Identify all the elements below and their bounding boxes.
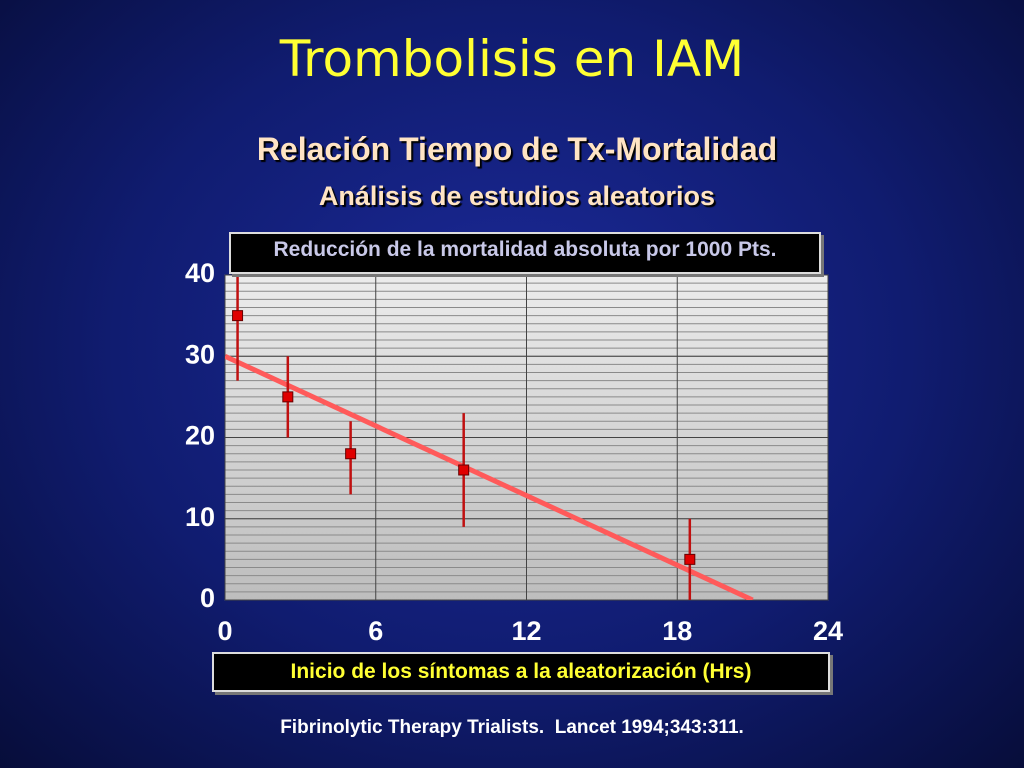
y-axis-label: Reducción de la mortalidad absoluta por … (229, 232, 821, 274)
subtitle: Relación Tiempo de Tx-Mortalidad (257, 131, 777, 167)
source: Fibrinolytic Therapy Trialists. Lancet 1… (280, 717, 744, 738)
point (458, 464, 470, 476)
x-tick-label: 0 (217, 616, 232, 646)
x-tick-label: 6 (368, 616, 383, 646)
y-tick-label: 40 (185, 258, 215, 288)
x-tick-label: 18 (662, 616, 692, 646)
y-tick-label: 0 (200, 583, 215, 613)
y-tick-label: 20 (185, 421, 215, 451)
x-tick-label: 12 (511, 616, 541, 646)
point (282, 391, 294, 403)
point (232, 310, 244, 322)
y-tick-label: 30 (185, 339, 215, 369)
title: Trombolisis en IAM (279, 30, 744, 88)
y-tick-label: 10 (185, 502, 215, 532)
x-tick-label: 24 (813, 616, 843, 646)
trend-line (225, 353, 754, 600)
subtitle: Análisis de estudios aleatorios (319, 181, 715, 211)
point (684, 553, 696, 565)
x-axis-label: Inicio de los síntomas a la aleatorizaci… (212, 652, 830, 692)
point (345, 448, 357, 460)
